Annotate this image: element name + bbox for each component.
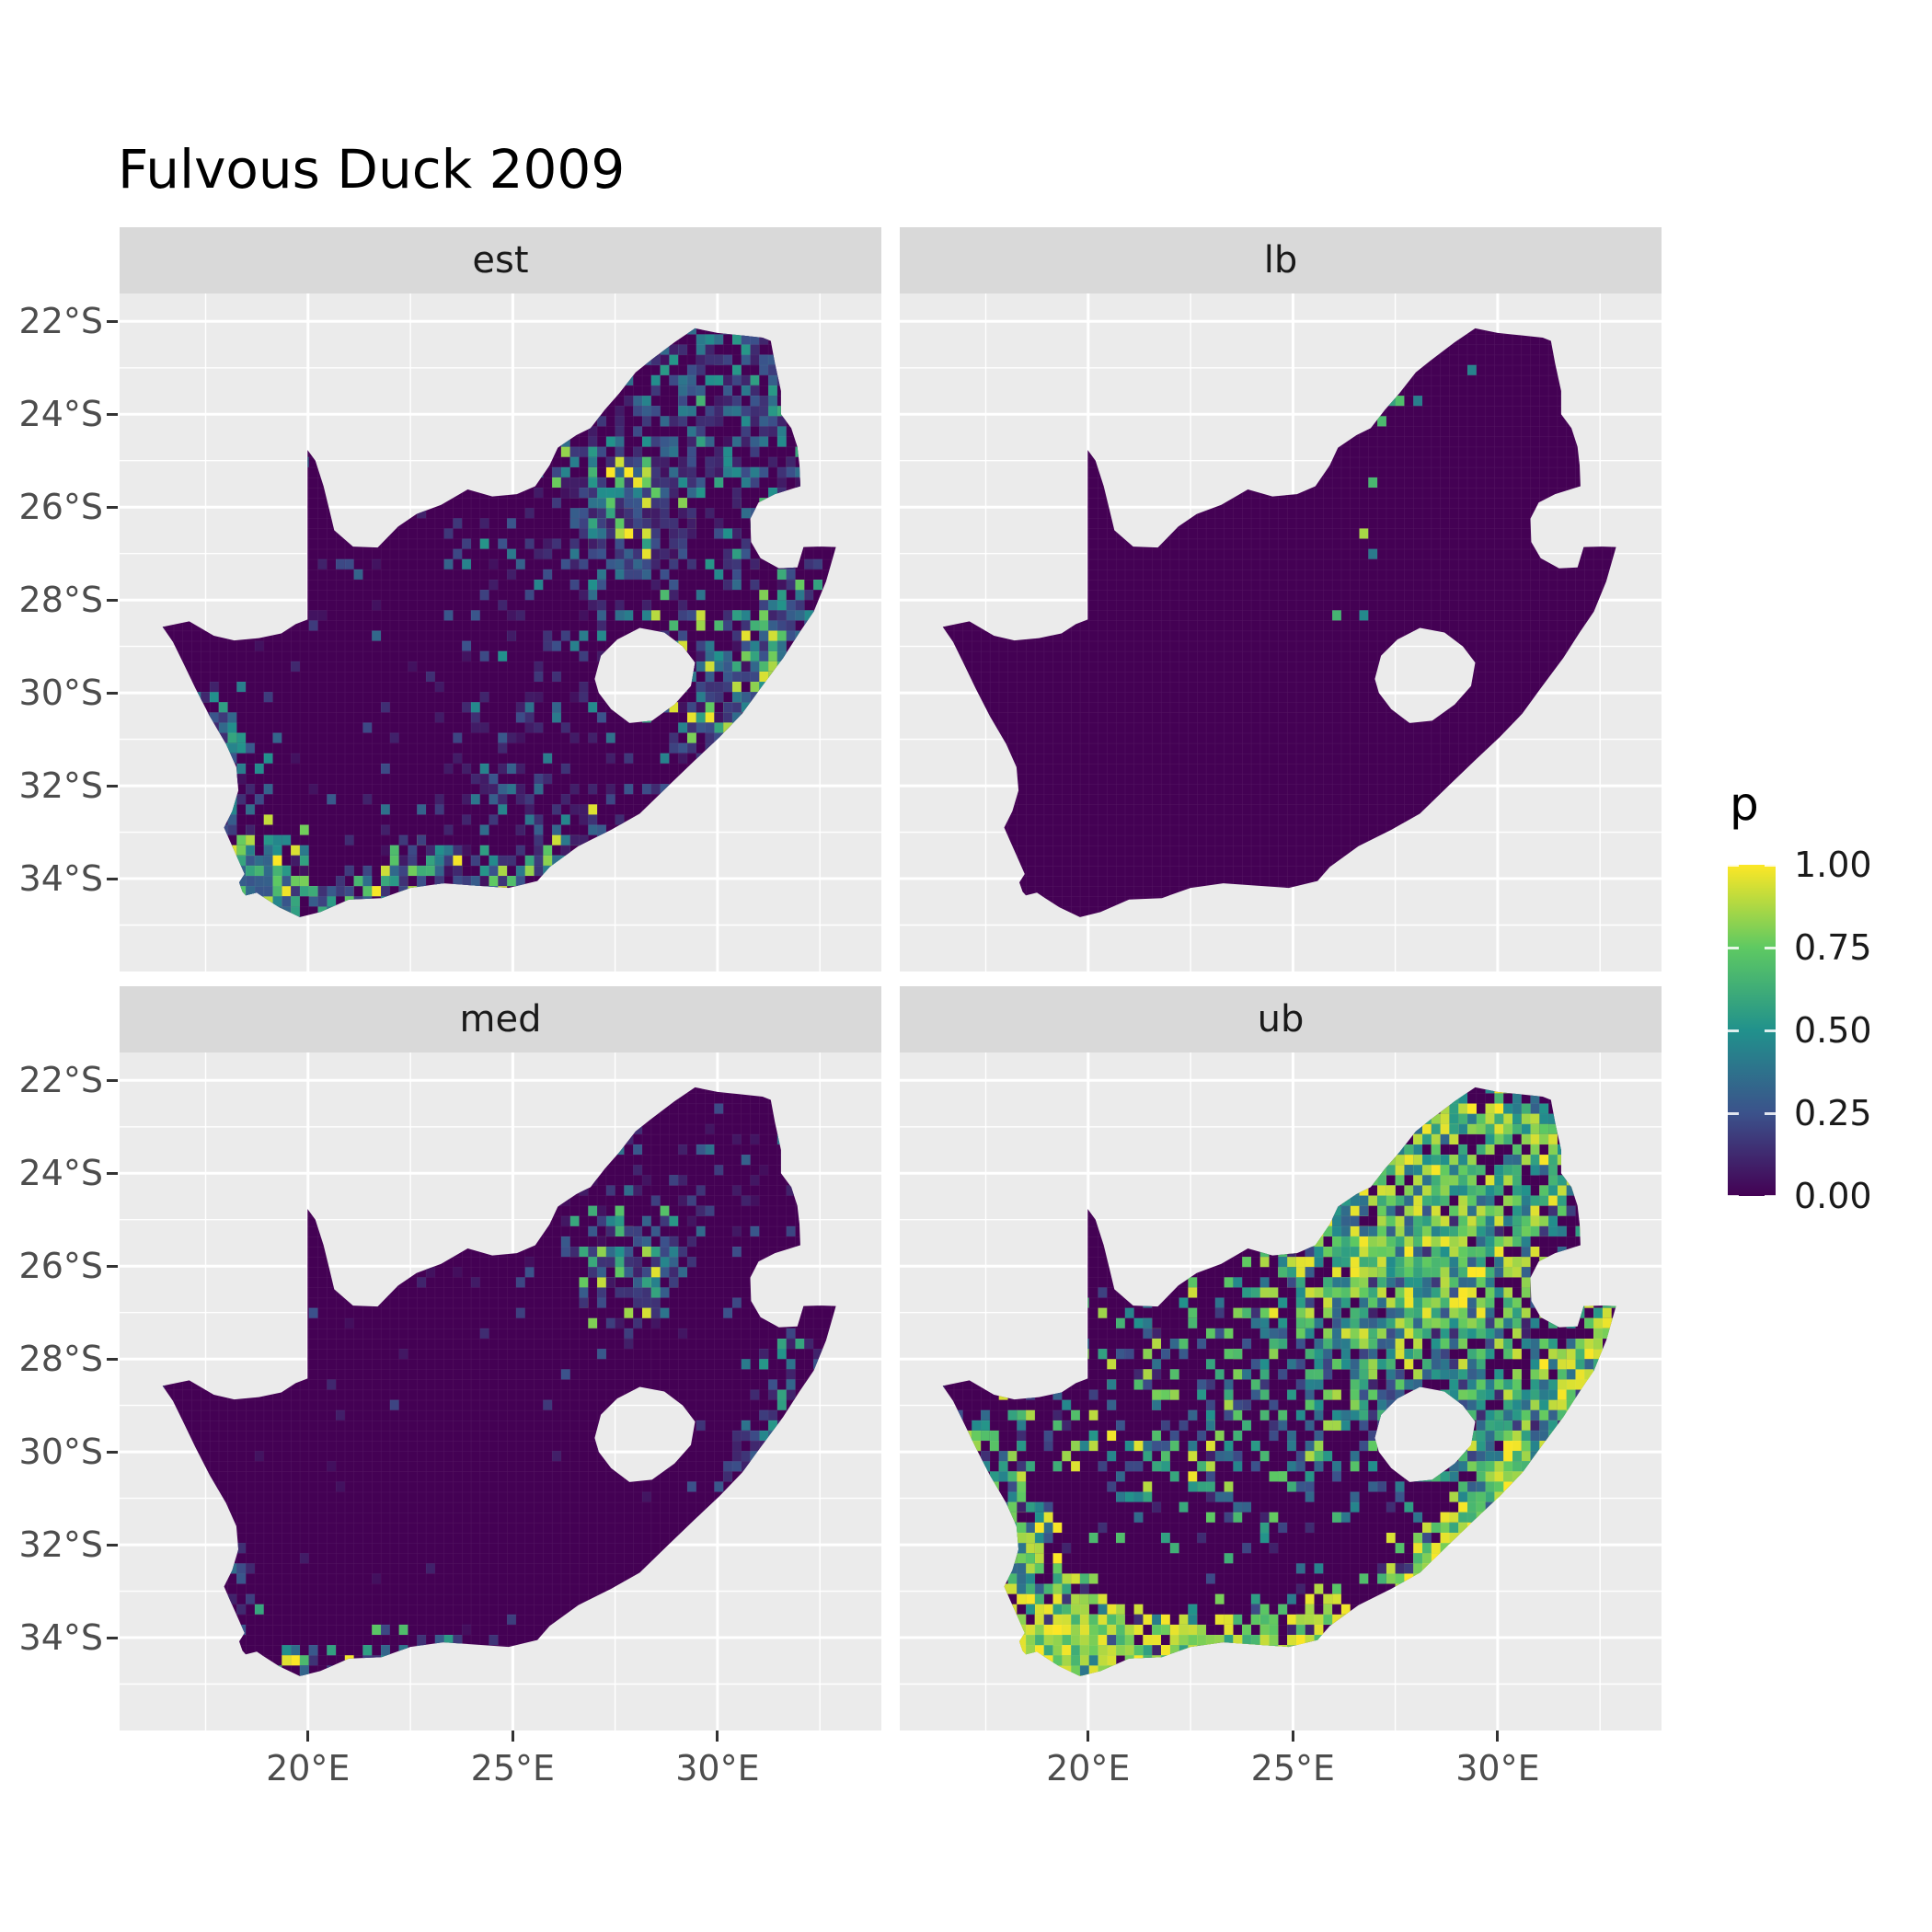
x-axis-tick-mark	[716, 1731, 719, 1742]
facet-est: est	[120, 227, 881, 972]
facet-strip-ub: ub	[900, 986, 1662, 1052]
facet-strip-lb: lb	[900, 227, 1662, 293]
legend-title: p	[1730, 777, 1759, 831]
legend-tick-label: 0.25	[1794, 1093, 1872, 1133]
legend-tick-label: 0.50	[1794, 1010, 1872, 1051]
y-axis-tick-label: 30°S	[18, 673, 103, 714]
y-axis-tick-mark	[107, 412, 118, 416]
x-axis-tick-mark	[1087, 1731, 1090, 1742]
y-axis-tick-mark	[107, 1636, 118, 1639]
x-axis-tick-label: 25°E	[470, 1748, 556, 1788]
y-axis-tick-mark	[107, 1543, 118, 1547]
y-axis-tick-label: 32°S	[18, 1524, 103, 1566]
legend-tick-label: 0.00	[1794, 1176, 1872, 1216]
y-axis-tick-mark	[107, 598, 118, 602]
x-axis-tick-label: 20°E	[1046, 1748, 1131, 1788]
legend-colorbar-tick	[1728, 1029, 1739, 1032]
legend-colorbar-tick	[1728, 1111, 1739, 1115]
y-axis-tick-mark	[107, 1357, 118, 1361]
y-axis-tick-label: 32°S	[18, 765, 103, 807]
legend-colorbar-tick	[1728, 865, 1739, 867]
x-axis-tick-label: 20°E	[266, 1748, 351, 1788]
facet-strip-label: lb	[1263, 239, 1298, 282]
facet-lb: lb	[900, 227, 1662, 972]
y-axis-tick-mark	[107, 319, 118, 323]
y-axis-tick-label: 26°S	[18, 487, 103, 528]
y-axis-tick-mark	[107, 1171, 118, 1175]
map-panel-med	[120, 1052, 881, 1731]
x-axis-tick-mark	[1496, 1731, 1500, 1742]
y-axis-tick-mark	[107, 1078, 118, 1082]
y-axis-tick-mark	[107, 1264, 118, 1268]
y-axis-tick-mark	[107, 691, 118, 695]
y-axis-tick-mark	[107, 505, 118, 509]
y-axis-tick-label: 22°S	[18, 301, 103, 342]
x-axis-tick-mark	[1291, 1731, 1294, 1742]
x-axis-tick-label: 30°E	[1455, 1748, 1540, 1788]
y-axis-tick-label: 28°S	[18, 1339, 103, 1380]
x-axis-tick-label: 30°E	[675, 1748, 760, 1788]
legend-colorbar-tick	[1765, 1029, 1776, 1032]
map-panel-ub	[900, 1052, 1662, 1731]
chart-title: Fulvous Duck 2009	[118, 138, 626, 201]
y-axis-tick-label: 24°S	[18, 1153, 103, 1194]
y-axis-tick-label: 30°S	[18, 1432, 103, 1473]
y-axis-tick-mark	[107, 1450, 118, 1454]
legend-colorbar-tick	[1765, 1111, 1776, 1115]
facet-ub: ub	[900, 986, 1662, 1731]
map-panel-lb	[900, 293, 1662, 972]
y-axis-tick-label: 26°S	[18, 1246, 103, 1287]
facet-strip-label: ub	[1257, 998, 1305, 1041]
legend-tick-label: 1.00	[1794, 845, 1872, 885]
legend-colorbar-tick	[1765, 1194, 1776, 1196]
facet-strip-med: med	[120, 986, 881, 1052]
legend-colorbar-tick	[1728, 1194, 1739, 1196]
y-axis-tick-label: 22°S	[18, 1060, 103, 1101]
legend-colorbar-tick	[1765, 865, 1776, 867]
facet-med: med	[120, 986, 881, 1731]
x-axis-tick-mark	[511, 1731, 514, 1742]
y-axis-tick-label: 24°S	[18, 394, 103, 435]
y-axis-tick-label: 34°S	[18, 858, 103, 900]
legend-tick-label: 0.75	[1794, 927, 1872, 968]
y-axis-tick-label: 34°S	[18, 1617, 103, 1659]
legend-colorbar	[1728, 865, 1776, 1196]
map-panel-est	[120, 293, 881, 972]
legend-colorbar-tick	[1728, 946, 1739, 949]
facet-strip-label: est	[472, 239, 529, 282]
facet-strip-label: med	[459, 998, 542, 1041]
x-axis-tick-mark	[306, 1731, 310, 1742]
y-axis-tick-label: 28°S	[18, 580, 103, 621]
facet-strip-est: est	[120, 227, 881, 293]
x-axis-tick-label: 25°E	[1250, 1748, 1336, 1788]
y-axis-tick-mark	[107, 784, 118, 788]
legend-colorbar-tick	[1765, 946, 1776, 949]
y-axis-tick-mark	[107, 877, 118, 880]
